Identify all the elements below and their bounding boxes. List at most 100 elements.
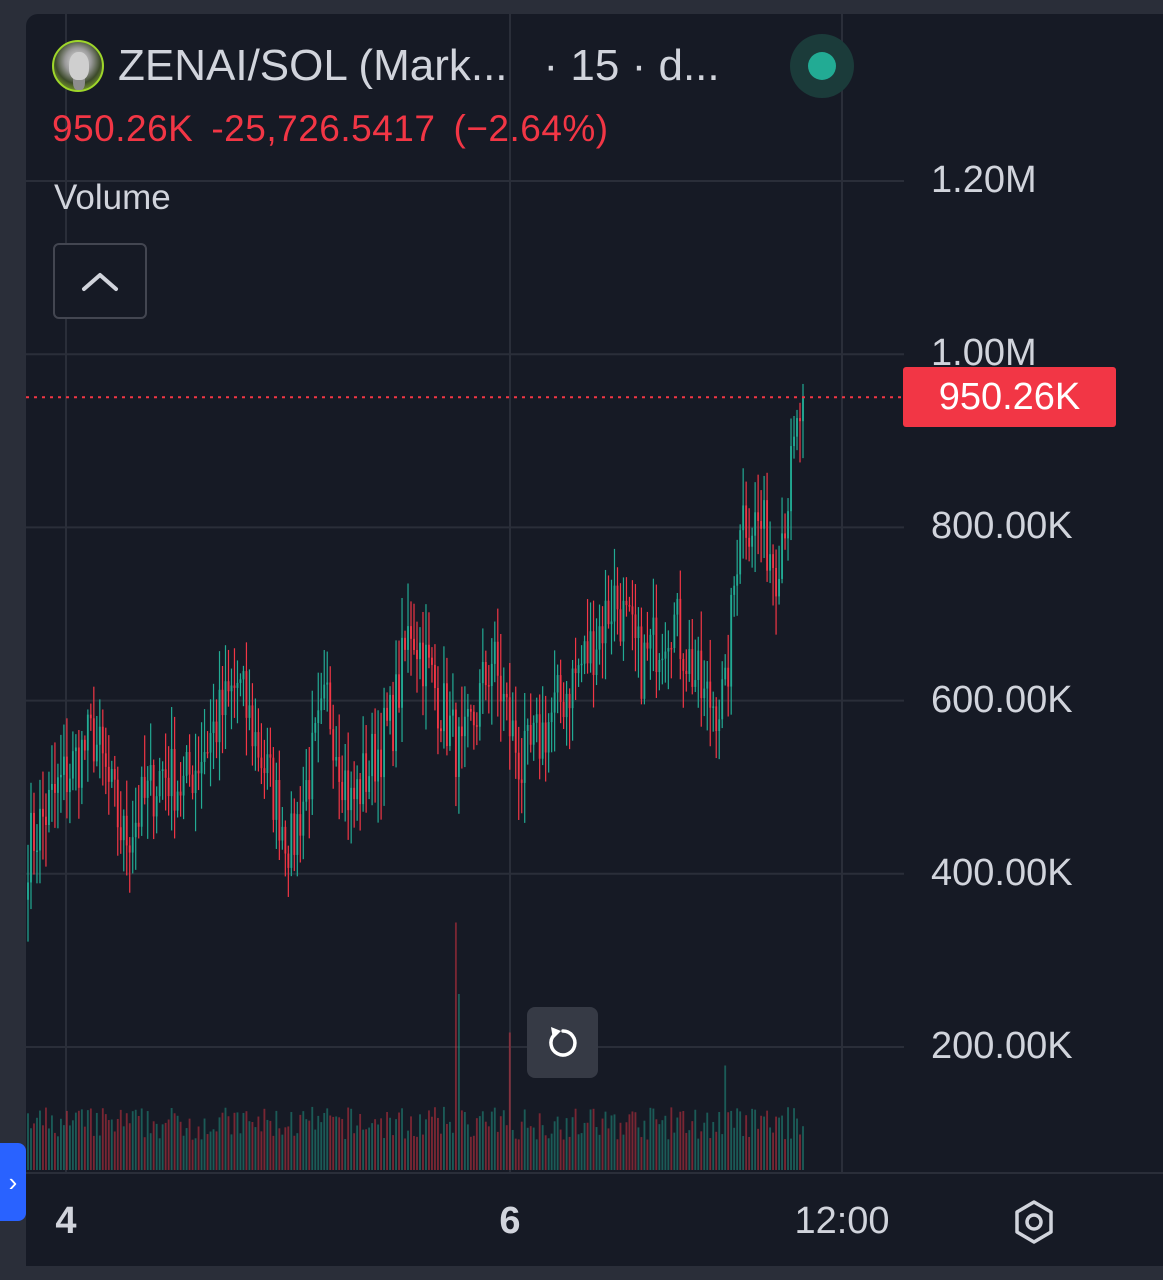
candle-body	[299, 814, 302, 836]
volume-bar	[272, 1135, 275, 1170]
volume-bar	[236, 1112, 239, 1170]
candle-body	[293, 813, 296, 855]
volume-indicator-label[interactable]: Volume	[54, 178, 171, 217]
volume-bar	[155, 1123, 158, 1170]
volume-bar	[125, 1113, 128, 1170]
candle-body	[568, 693, 571, 709]
volume-bar	[802, 1126, 804, 1170]
volume-bar	[538, 1113, 541, 1170]
volume-bar	[775, 1116, 777, 1170]
volume-bar	[478, 1116, 481, 1170]
candle-body	[287, 853, 290, 868]
candle-body	[425, 644, 427, 687]
volume-bar	[197, 1126, 200, 1170]
volume-bar	[149, 1133, 152, 1170]
candle-body	[155, 796, 158, 817]
collapse-legend-button[interactable]	[53, 243, 147, 319]
volume-bar	[604, 1111, 607, 1170]
candle-body	[116, 779, 119, 828]
volume-bar	[757, 1128, 760, 1170]
volume-bar	[413, 1135, 415, 1170]
volume-bar	[173, 1113, 176, 1170]
candle-body	[607, 600, 610, 625]
candle-body	[736, 574, 739, 586]
volume-bar	[308, 1120, 311, 1170]
candle-body	[51, 783, 53, 790]
candle-body	[185, 752, 188, 776]
volume-bar	[170, 1108, 173, 1170]
volume-bar	[54, 1132, 56, 1170]
volume-bar	[454, 922, 457, 1170]
candle-body	[233, 685, 236, 688]
volume-bar	[224, 1107, 227, 1170]
reset-chart-button[interactable]	[527, 1007, 598, 1078]
candle-body	[796, 418, 798, 437]
candle-body	[508, 697, 511, 737]
candle-body	[48, 789, 50, 826]
side-panel-toggle[interactable]: ›	[0, 1143, 26, 1221]
candle-body	[383, 707, 386, 778]
candle-body	[673, 614, 676, 648]
candle-body	[110, 769, 113, 782]
volume-bar	[487, 1126, 490, 1170]
candle-body	[359, 779, 362, 805]
candle-body	[595, 649, 598, 675]
volume-bar	[77, 1110, 80, 1170]
candle-body	[45, 816, 47, 826]
volume-bar	[655, 1119, 658, 1170]
candle-body	[490, 663, 493, 687]
candle-body	[194, 770, 197, 794]
volume-bar	[407, 1130, 409, 1170]
volume-bar	[275, 1110, 278, 1170]
volume-bar	[706, 1112, 709, 1170]
candle-body	[326, 682, 329, 685]
candle-body	[502, 693, 505, 702]
candle-body	[173, 748, 176, 811]
volume-bar	[365, 1129, 368, 1170]
market-status[interactable]	[790, 34, 854, 98]
candle-body	[401, 637, 403, 708]
volume-bar	[574, 1108, 577, 1170]
volume-bar	[122, 1126, 125, 1170]
volume-bar	[353, 1133, 356, 1170]
candle-body	[619, 609, 622, 642]
chart-settings-button[interactable]	[1010, 1198, 1058, 1246]
volume-bar	[227, 1116, 230, 1170]
candle-body	[218, 689, 221, 743]
candle-body	[152, 765, 155, 817]
settings-icon	[1015, 1200, 1053, 1244]
candle-body	[149, 765, 152, 781]
price-chart[interactable]	[26, 14, 1163, 1266]
volume-bar	[649, 1107, 652, 1170]
volume-bar	[401, 1108, 403, 1170]
volume-bar	[215, 1131, 218, 1170]
candle-body	[71, 751, 74, 779]
volume-bar	[796, 1118, 798, 1170]
volume-bar	[305, 1119, 308, 1170]
candle-body	[260, 757, 263, 769]
candle-body	[535, 714, 538, 723]
candle-body	[407, 626, 409, 650]
volume-bar	[640, 1137, 643, 1170]
volume-bar	[266, 1119, 269, 1170]
candle-body	[445, 683, 448, 747]
volume-bar	[553, 1121, 556, 1170]
candle-body	[164, 769, 167, 778]
candle-body	[727, 667, 730, 687]
volume-bar	[218, 1117, 221, 1170]
volume-bar	[293, 1135, 296, 1170]
candle-body	[170, 748, 173, 797]
volume-bar	[191, 1139, 194, 1170]
candle-body	[802, 397, 804, 422]
interval-label[interactable]: · 15 · d...	[543, 41, 720, 90]
candle-body	[457, 726, 460, 777]
candle-body	[469, 708, 472, 712]
candle-body	[724, 667, 727, 680]
symbol-name[interactable]: ZENAI/SOL (Mark...	[118, 41, 508, 90]
candle-body	[113, 769, 116, 780]
candle-body	[679, 598, 682, 659]
current-price-label: 950.26K	[903, 367, 1116, 428]
volume-bar	[200, 1139, 203, 1170]
price-tick-label: 400.00K	[931, 851, 1073, 894]
volume-bar	[33, 1123, 35, 1170]
